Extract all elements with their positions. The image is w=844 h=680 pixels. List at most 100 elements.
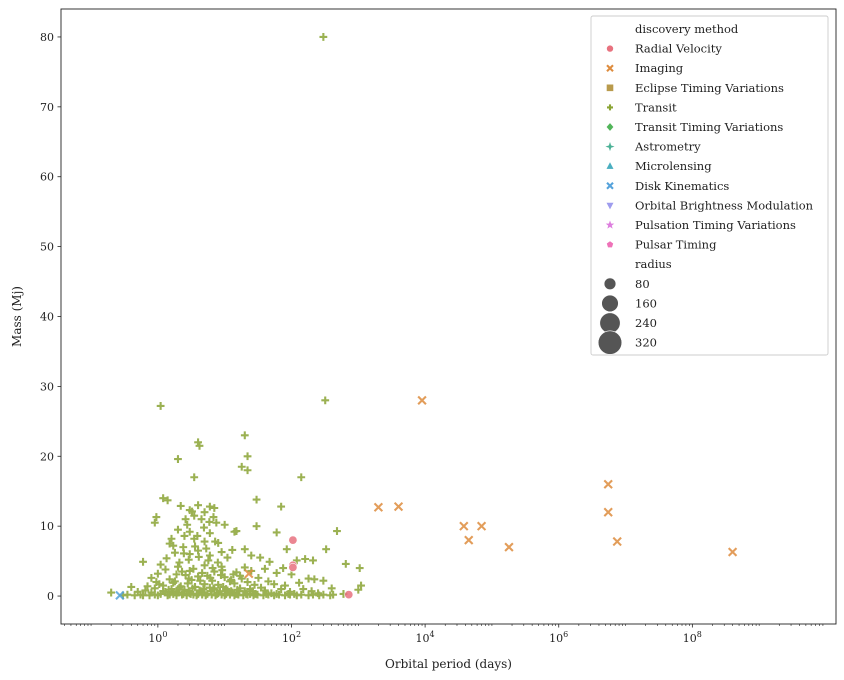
data-point: [246, 585, 254, 593]
data-point: [185, 527, 194, 536]
data-point: [141, 586, 150, 595]
legend-marker: [605, 220, 615, 229]
data-point: [287, 570, 296, 579]
data-point: [156, 402, 165, 410]
data-point: [222, 585, 230, 593]
data-point: [197, 515, 206, 524]
legend-entry-label: Eclipse Timing Variations: [635, 81, 784, 95]
data-point: [202, 544, 211, 553]
data-point: [156, 560, 165, 569]
data-point: [284, 590, 293, 598]
legend-entry-label: Microlensing: [635, 159, 712, 173]
data-point: [139, 557, 147, 566]
data-point: [309, 556, 317, 565]
data-point: [309, 590, 317, 599]
data-point: [193, 532, 202, 540]
data-point: [228, 546, 237, 554]
data-point: [236, 571, 244, 580]
legend-entry-label: Pulsation Timing Variations: [635, 218, 796, 232]
data-point: [272, 569, 281, 577]
data-point: [355, 564, 364, 572]
data-point: [393, 501, 404, 512]
legend-marker: [606, 162, 614, 169]
data-point: [147, 573, 156, 582]
data-point: [188, 507, 196, 516]
data-point: [199, 585, 208, 593]
data-point: [218, 566, 227, 575]
data-point: [243, 578, 252, 586]
data-point: [227, 576, 236, 584]
data-points: [107, 33, 738, 600]
data-point: [327, 584, 336, 593]
legend-size-label: 320: [635, 336, 657, 350]
data-point: [344, 590, 354, 600]
y-tick-label: 80: [40, 31, 54, 44]
data-point: [243, 466, 252, 475]
legend-size-marker: [597, 330, 623, 355]
data-point: [169, 541, 178, 550]
x-tick-label: 106: [549, 630, 568, 645]
legend-size-label: 80: [635, 277, 650, 291]
legend-entry-label: Transit Timing Variations: [635, 120, 783, 134]
data-point: [189, 564, 198, 573]
data-point: [417, 395, 427, 406]
x-axis: 100 102 104 106 108: [64, 624, 824, 645]
y-tick-label: 10: [40, 520, 54, 533]
data-point: [217, 571, 225, 579]
data-point: [174, 525, 182, 534]
data-point: [341, 560, 350, 568]
data-point: [333, 527, 341, 535]
series-disk-kinematics: [115, 590, 125, 600]
series-transit: [107, 33, 365, 600]
data-point: [270, 580, 279, 589]
data-point: [150, 518, 159, 527]
legend-box: [590, 15, 829, 356]
data-point: [322, 545, 331, 554]
data-point: [279, 564, 288, 572]
legend-marker: [606, 202, 614, 210]
data-point: [181, 515, 190, 524]
data-point: [183, 520, 192, 529]
data-point: [319, 590, 328, 599]
data-point: [240, 431, 249, 440]
data-point: [152, 513, 161, 521]
legend-entry-label: Disk Kinematics: [635, 179, 729, 193]
data-point: [200, 580, 209, 589]
data-point: [174, 455, 182, 463]
legend: discovery method Radial Velocity Imaging Ec…: [590, 15, 829, 356]
data-point: [319, 576, 328, 585]
legend-entry-label: Orbital Brightness Modulation: [635, 198, 814, 212]
data-point: [180, 532, 189, 540]
legend-hue-title: discovery method: [635, 22, 739, 36]
data-point: [354, 585, 363, 594]
data-point: [264, 577, 273, 586]
data-point: [226, 577, 234, 586]
y-tick-label: 20: [40, 450, 54, 463]
data-point: [175, 558, 184, 567]
data-point: [272, 528, 281, 537]
data-point: [244, 569, 254, 579]
legend-marker: [606, 44, 614, 53]
data-point: [295, 578, 303, 587]
data-point: [143, 582, 152, 591]
data-point: [242, 590, 251, 598]
legend-marker: [606, 182, 614, 190]
y-tick-label: 60: [40, 171, 54, 184]
legend-marker: [606, 64, 614, 72]
data-point: [200, 508, 209, 517]
y-tick-label: 70: [40, 101, 54, 114]
data-point: [261, 564, 269, 573]
data-point: [223, 553, 232, 562]
data-point: [167, 534, 176, 543]
data-point: [288, 535, 298, 545]
data-point: [188, 584, 197, 593]
data-point: [301, 555, 310, 563]
data-point: [476, 521, 487, 531]
data-point: [159, 494, 168, 503]
data-point: [184, 555, 193, 564]
data-point: [373, 502, 384, 512]
data-point: [176, 501, 185, 510]
data-point: [209, 584, 218, 593]
data-point: [195, 441, 204, 450]
series-imaging: [244, 395, 738, 579]
